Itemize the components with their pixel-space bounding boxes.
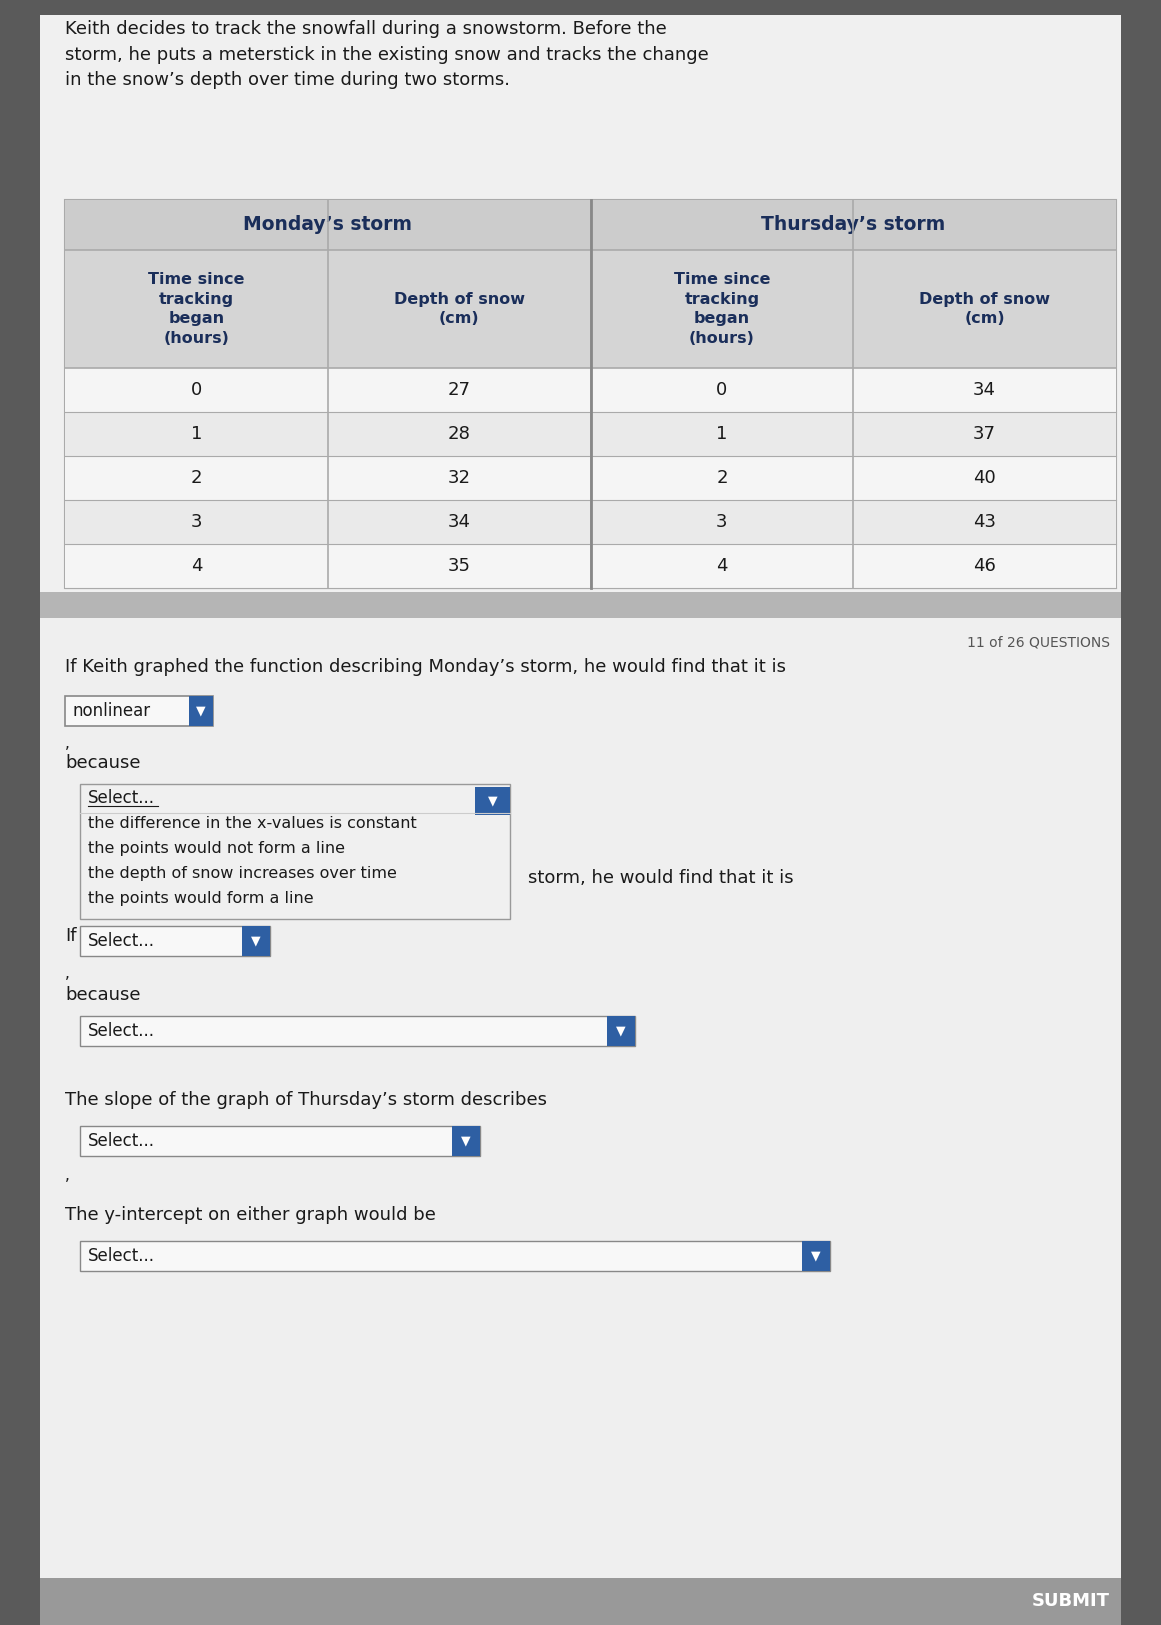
Text: Select...: Select... xyxy=(88,1246,156,1264)
FancyBboxPatch shape xyxy=(65,544,1116,588)
Text: because: because xyxy=(65,986,140,1004)
FancyBboxPatch shape xyxy=(65,250,327,367)
Text: the points would form a line: the points would form a line xyxy=(88,891,313,907)
Text: 3: 3 xyxy=(716,514,728,531)
Text: Time since
tracking
began
(hours): Time since tracking began (hours) xyxy=(673,271,770,346)
Text: ,: , xyxy=(65,1168,70,1183)
Text: ▼: ▼ xyxy=(616,1024,626,1037)
Text: ▼: ▼ xyxy=(488,795,497,808)
Text: 46: 46 xyxy=(973,557,996,575)
Text: 35: 35 xyxy=(448,557,470,575)
Text: 4: 4 xyxy=(190,557,202,575)
Text: the points would not form a line: the points would not form a line xyxy=(88,842,345,856)
Text: ,: , xyxy=(65,965,70,982)
FancyBboxPatch shape xyxy=(65,500,1116,544)
FancyBboxPatch shape xyxy=(853,250,1116,367)
Text: 32: 32 xyxy=(448,470,470,487)
Text: 1: 1 xyxy=(716,426,728,444)
Text: The slope of the graph of Thursday’s storm describes: The slope of the graph of Thursday’s sto… xyxy=(65,1090,547,1108)
Text: the difference in the x-values is constant: the difference in the x-values is consta… xyxy=(88,816,417,830)
Text: 28: 28 xyxy=(448,426,470,444)
Text: the depth of snow increases over time: the depth of snow increases over time xyxy=(88,866,397,881)
FancyBboxPatch shape xyxy=(591,200,1116,250)
Text: 34: 34 xyxy=(448,514,470,531)
Text: If: If xyxy=(65,926,77,946)
FancyBboxPatch shape xyxy=(65,413,1116,457)
FancyBboxPatch shape xyxy=(65,200,1116,588)
Text: storm, he would find that it is: storm, he would find that it is xyxy=(528,869,794,887)
Text: If Keith graphed the function describing Monday’s storm, he would find that it i: If Keith graphed the function describing… xyxy=(65,658,786,676)
FancyBboxPatch shape xyxy=(80,1016,635,1046)
Text: 40: 40 xyxy=(973,470,996,487)
Text: 4: 4 xyxy=(716,557,728,575)
Text: ,: , xyxy=(65,736,70,751)
Text: 11 of 26 QUESTIONS: 11 of 26 QUESTIONS xyxy=(967,635,1110,650)
FancyBboxPatch shape xyxy=(475,786,510,816)
Text: 2: 2 xyxy=(716,470,728,487)
FancyBboxPatch shape xyxy=(65,367,1116,413)
Text: Monday’s storm: Monday’s storm xyxy=(244,216,412,234)
Text: ▼: ▼ xyxy=(196,705,205,718)
FancyBboxPatch shape xyxy=(65,200,591,250)
Text: Select...: Select... xyxy=(88,933,156,951)
FancyBboxPatch shape xyxy=(65,457,1116,500)
Text: 37: 37 xyxy=(973,426,996,444)
Text: 0: 0 xyxy=(190,380,202,400)
FancyBboxPatch shape xyxy=(65,696,212,726)
Text: Depth of snow
(cm): Depth of snow (cm) xyxy=(920,291,1051,327)
FancyBboxPatch shape xyxy=(80,1242,830,1271)
Text: Time since
tracking
began
(hours): Time since tracking began (hours) xyxy=(149,271,245,346)
Text: Depth of snow
(cm): Depth of snow (cm) xyxy=(394,291,525,327)
Text: 3: 3 xyxy=(190,514,202,531)
Text: 43: 43 xyxy=(973,514,996,531)
Text: Select...: Select... xyxy=(88,790,156,808)
FancyBboxPatch shape xyxy=(39,592,1122,618)
Text: 34: 34 xyxy=(973,380,996,400)
FancyBboxPatch shape xyxy=(591,250,853,367)
Text: ▼: ▼ xyxy=(812,1250,821,1263)
Text: 2: 2 xyxy=(190,470,202,487)
FancyBboxPatch shape xyxy=(39,15,1122,1596)
Text: 27: 27 xyxy=(448,380,470,400)
FancyBboxPatch shape xyxy=(607,1016,635,1046)
Text: Thursday’s storm: Thursday’s storm xyxy=(762,216,945,234)
FancyBboxPatch shape xyxy=(39,618,1122,1610)
Text: Select...: Select... xyxy=(88,1022,156,1040)
Text: Keith decides to track the snowfall during a snowstorm. Before the
storm, he put: Keith decides to track the snowfall duri… xyxy=(65,20,708,89)
Text: nonlinear: nonlinear xyxy=(73,702,151,720)
Text: because: because xyxy=(65,754,140,772)
FancyBboxPatch shape xyxy=(241,926,271,955)
FancyBboxPatch shape xyxy=(327,250,591,367)
FancyBboxPatch shape xyxy=(80,783,510,920)
FancyBboxPatch shape xyxy=(39,1578,1122,1625)
Text: Select...: Select... xyxy=(88,1133,156,1150)
FancyBboxPatch shape xyxy=(189,696,212,726)
Text: SUBMIT: SUBMIT xyxy=(1032,1592,1110,1610)
Text: ▼: ▼ xyxy=(251,934,261,947)
FancyBboxPatch shape xyxy=(80,926,271,955)
FancyBboxPatch shape xyxy=(80,1126,479,1155)
Text: 1: 1 xyxy=(190,426,202,444)
Text: The y-intercept on either graph would be: The y-intercept on either graph would be xyxy=(65,1206,435,1224)
FancyBboxPatch shape xyxy=(452,1126,479,1155)
FancyBboxPatch shape xyxy=(802,1242,830,1271)
Text: ▼: ▼ xyxy=(461,1134,471,1147)
Text: 0: 0 xyxy=(716,380,728,400)
